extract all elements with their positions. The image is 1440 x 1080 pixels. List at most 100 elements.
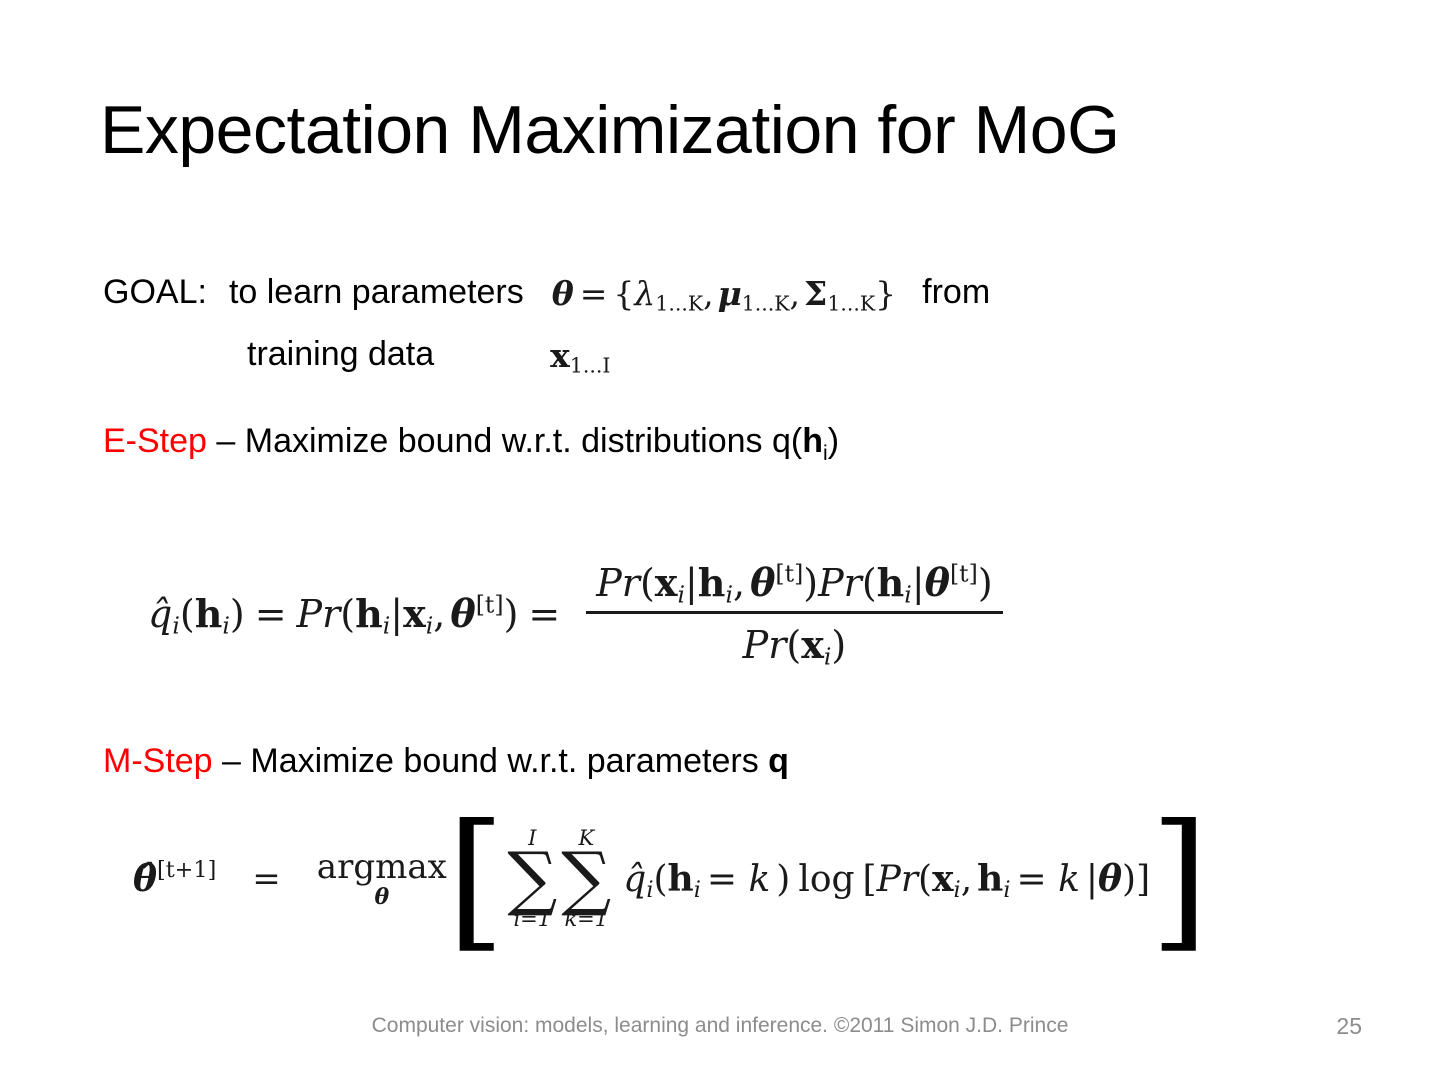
e-step-equation: q̂i(hi) = Pr(hi|xi, θ[t]) = Pr(xi|hi, θ[t])Pr…: [148, 559, 1003, 671]
equals-sign: =: [579, 274, 608, 313]
m-step-heading: M-Step – Maximize bound w.r.t. parameter…: [103, 744, 789, 778]
close-paren-1: ): [229, 592, 245, 636]
m-step-tag: M-Step: [103, 742, 213, 780]
theta-symbol-m: θ: [1098, 857, 1123, 900]
open-paren-m: (: [653, 858, 668, 900]
goal-line1-text: to learn parameters: [228, 273, 524, 311]
q-hat-symbol-m: q̂: [623, 858, 647, 900]
training-data-formula: x1...I: [550, 336, 611, 378]
e-step-tag: E-Step: [103, 422, 207, 460]
h-subscript-m2: i: [1003, 876, 1011, 903]
q-hat-symbol: q̂: [148, 592, 173, 636]
page-title: Expectation Maximization for MoG: [100, 92, 1120, 168]
h-subscript-m1: i: [693, 876, 701, 903]
fraction-numerator: Pr(xi|hi, θ[t])Pr(hi|θ[t]): [596, 559, 993, 609]
argmax-subscript: θ: [374, 883, 390, 910]
theta-superscript-1: [t]: [475, 590, 504, 619]
m-step-equation: θ̂[t+1] = argmax θ [ I ∑ i=1 K ∑ k=1 q̂i…: [133, 793, 1209, 968]
p-open-paren: (: [918, 858, 933, 900]
big-bracket-open: [: [446, 793, 506, 968]
open-paren-2: (: [340, 592, 356, 636]
e-step-equation-lhs: q̂i(hi) = Pr(hi|xi, θ[t]) =: [148, 590, 570, 637]
x-subscript-m: i: [953, 876, 961, 903]
open-paren-1: (: [179, 592, 195, 636]
lambda-symbol: λ: [634, 274, 656, 313]
summation-i: I ∑ i=1: [507, 828, 557, 930]
close-paren-m: ): [776, 858, 791, 900]
x-symbol: x: [550, 336, 570, 375]
goal-from-text: from: [922, 273, 991, 311]
goal-label: GOAL:: [103, 273, 207, 311]
e-step-heading: E-Step – Maximize bound w.r.t. distribut…: [103, 424, 839, 464]
e-step-description: – Maximize bound w.r.t. distributions q(: [206, 422, 803, 460]
inner-bracket-close: ]: [1136, 858, 1151, 900]
sum-i-symbol: ∑: [507, 837, 558, 919]
big-bracket-close: ]: [1150, 793, 1209, 968]
goal-block: GOAL: to learn parameters θ = {λ1...K, μ1..…: [103, 272, 1383, 378]
equals-sign-2: =: [528, 592, 561, 636]
comma-1: ,: [703, 274, 714, 313]
log-operator: log: [798, 858, 855, 900]
footer-credit: Computer vision: models, learning and in…: [371, 1014, 1069, 1037]
comma-1: ,: [433, 592, 446, 636]
e-step-variable-subscript: i: [823, 441, 828, 465]
argmax-label: argmax: [316, 846, 447, 887]
sum-k-symbol: ∑: [561, 837, 612, 919]
mu-subscript: 1...K: [741, 291, 790, 316]
x-subscript: 1...I: [569, 353, 611, 378]
x-symbol-1: x: [403, 591, 426, 636]
goal-line2-text: training data: [247, 335, 435, 373]
close-brace: }: [875, 274, 897, 313]
theta-definition-formula: θ = {λ1...K, μ1...K, Σ1...K}: [551, 274, 897, 316]
conditional-bar-m: |: [1085, 858, 1099, 900]
e-step-close-paren: ): [827, 422, 840, 460]
h-symbol-1: h: [194, 591, 223, 636]
fraction-bar: [586, 611, 1003, 614]
close-paren-2: ): [503, 592, 519, 636]
p-close-paren: ): [1122, 858, 1137, 900]
e-step-variable: h: [802, 422, 823, 460]
comma-2: ,: [789, 274, 801, 313]
comma-m: ,: [960, 858, 973, 900]
m-step-description: – Maximize bound w.r.t. parameters: [212, 742, 769, 780]
open-brace: {: [613, 274, 635, 313]
theta-hat-symbol: θ̂: [133, 857, 158, 900]
h-subscript-1: i: [222, 611, 230, 640]
theta-symbol: θ: [551, 274, 574, 313]
argmax-operator: argmax θ: [317, 850, 447, 908]
h-subscript-2: i: [382, 611, 391, 640]
q-subscript-m: i: [646, 876, 654, 903]
x-symbol-m: x: [932, 857, 954, 900]
pr-operator-1: Pr: [296, 592, 341, 636]
posterior-fraction: Pr(xi|hi, θ[t])Pr(hi|θ[t]) Pr(xi): [586, 559, 1003, 671]
sigma-symbol: Σ: [804, 274, 828, 313]
mu-symbol: μ: [717, 274, 742, 313]
equals-k-1: = k: [706, 858, 771, 900]
x-subscript-1: i: [425, 611, 434, 640]
goal-line-2: training data x1...I: [103, 334, 1383, 378]
sum-k-upper-limit: K: [578, 826, 595, 850]
equals-sign-1: =: [254, 592, 287, 636]
theta-symbol-1: θ: [450, 591, 476, 636]
inner-bracket-open: [: [862, 858, 877, 900]
h-symbol-m1: h: [667, 857, 694, 900]
sigma-subscript: 1...K: [827, 291, 876, 316]
m-equals-sign: =: [252, 858, 281, 899]
goal-line-1: GOAL: to learn parameters θ = {λ1...K, μ1..…: [103, 272, 1383, 316]
h-symbol-m2: h: [977, 857, 1004, 900]
sum-k-lower-limit: k=1: [564, 906, 609, 931]
summation-k: K ∑ k=1: [561, 828, 611, 930]
equals-k-2: = k: [1016, 858, 1080, 900]
page-number: 25: [1336, 1013, 1362, 1039]
theta-hat-superscript: [t+1]: [157, 856, 217, 883]
q-subscript: i: [172, 611, 180, 640]
pr-operator-m: Pr: [876, 858, 919, 900]
sum-i-upper-limit: I: [528, 826, 537, 850]
fraction-denominator: Pr(xi): [742, 622, 847, 671]
m-step-objective-expression: q̂i(hi = k) log [Pr(xi, hi = k |θ)]: [623, 857, 1151, 903]
sum-i-lower-limit: i=1: [513, 906, 552, 931]
conditional-bar-1: |: [390, 592, 404, 636]
lambda-subscript: 1...K: [655, 291, 704, 316]
m-step-equation-lhs: θ̂[t+1]: [133, 858, 216, 900]
m-step-variable: q: [768, 742, 789, 780]
